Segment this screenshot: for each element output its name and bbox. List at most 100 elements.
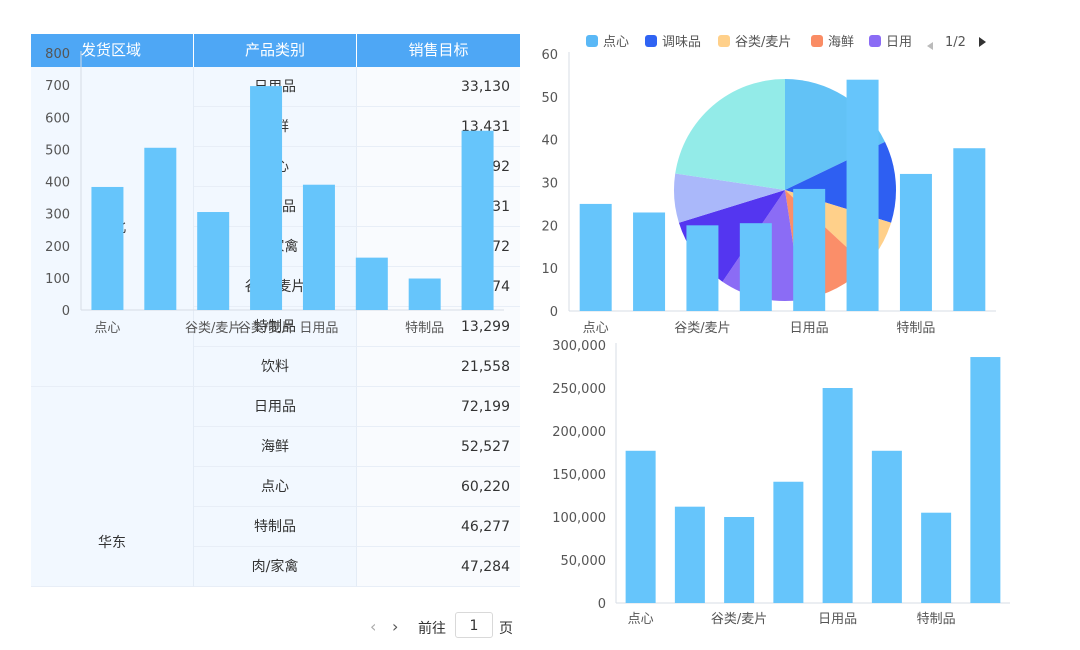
- bar-3: [739, 223, 772, 311]
- category-cell: 特制品: [194, 307, 357, 347]
- y-tick-label: 300,000: [552, 339, 606, 354]
- legend-swatch-2: [718, 35, 730, 47]
- category-cell: 日用品: [194, 387, 357, 427]
- legend-swatch-4: [869, 35, 881, 47]
- bar-0: [625, 450, 656, 603]
- region-label: 华东: [98, 535, 126, 551]
- category-cell: 肉/家禽: [194, 547, 357, 587]
- bar-6: [921, 512, 952, 603]
- legend-swatch-0: [586, 35, 598, 47]
- bar-1: [633, 212, 666, 311]
- target-cell: 46,277: [357, 507, 520, 547]
- bar-1: [144, 147, 177, 310]
- category-cell: 饮料: [194, 347, 357, 387]
- y-tick-label: 0: [62, 304, 70, 319]
- pie-slice-6: [674, 173, 785, 223]
- x-tick-label: 谷类/麦片: [185, 321, 241, 336]
- bar-7: [461, 130, 494, 310]
- x-tick-label: 谷类/麦片: [711, 612, 767, 627]
- y-tick-label: 40: [541, 134, 558, 149]
- y-tick-label: 800: [45, 47, 70, 62]
- bar-6: [408, 278, 441, 310]
- y-tick-label: 200,000: [552, 425, 606, 440]
- y-tick-label: 100,000: [552, 511, 606, 526]
- y-tick-label: 700: [45, 79, 70, 94]
- bar-5: [355, 257, 388, 310]
- pie-slice-0: [785, 79, 886, 190]
- x-tick-label: 特制品: [917, 612, 956, 627]
- legend-next-icon: [979, 37, 986, 47]
- bar-0: [579, 203, 612, 311]
- legend-item: 点心: [603, 35, 629, 50]
- x-tick-label: 日用品: [818, 612, 857, 627]
- category-cell: 特制品: [194, 507, 357, 547]
- bar-7: [970, 357, 1001, 603]
- x-tick-label: 特制品: [896, 321, 935, 336]
- header-region[interactable]: 发货区域: [31, 34, 194, 67]
- bar-7: [953, 148, 986, 311]
- y-tick-label: 50: [541, 91, 558, 106]
- bar-2: [724, 517, 755, 603]
- y-tick-label: 30: [541, 177, 558, 192]
- bar-5: [871, 450, 902, 603]
- y-tick-label: 200: [45, 240, 70, 255]
- y-tick-label: 400: [45, 176, 70, 191]
- pagination: ‹ › 前往 1 页: [370, 612, 520, 642]
- goto-label: 前往: [418, 621, 446, 637]
- page-input[interactable]: 1: [455, 612, 493, 638]
- legend-item: 海鲜: [828, 35, 854, 50]
- bar-4: [793, 188, 826, 311]
- pie-slice-7: [675, 79, 785, 190]
- header-target[interactable]: 销售目标: [357, 34, 520, 67]
- category-cell: 点心: [194, 467, 357, 507]
- target-cell: 47,284: [357, 547, 520, 587]
- bar-5: [846, 79, 879, 311]
- chevron-right-icon[interactable]: ›: [392, 617, 399, 636]
- bar-2: [197, 212, 230, 310]
- category-cell: 海鲜: [194, 427, 357, 467]
- x-tick-label: 点心: [94, 321, 120, 336]
- target-cell: 52,527: [357, 427, 520, 467]
- target-cell: 13,299: [357, 307, 520, 347]
- y-tick-label: 0: [598, 597, 606, 612]
- y-tick-label: 600: [45, 111, 70, 126]
- x-tick-label: 点心: [628, 612, 654, 627]
- y-tick-label: 60: [541, 48, 558, 63]
- x-tick-label: 日用品: [299, 321, 338, 336]
- page-unit: 页: [499, 621, 513, 637]
- region-cell: 华东: [31, 387, 194, 587]
- bar-4: [302, 184, 335, 310]
- header-category[interactable]: 产品类别: [194, 34, 357, 67]
- legend-item: 日用: [886, 35, 912, 50]
- legend-swatch-3: [811, 35, 823, 47]
- legend-swatch-1: [645, 35, 657, 47]
- y-tick-label: 150,000: [552, 468, 606, 483]
- target-cell: 72,199: [357, 387, 520, 427]
- bar-3: [773, 481, 804, 603]
- bar-2: [686, 225, 719, 311]
- bar-3: [250, 86, 283, 311]
- bar-6: [899, 173, 932, 311]
- x-tick-label: 点心: [583, 321, 609, 336]
- y-tick-label: 20: [541, 219, 558, 234]
- legend-page: 1/2: [945, 35, 966, 50]
- y-tick-label: 10: [541, 262, 558, 277]
- bar-0: [91, 186, 124, 310]
- chevron-left-icon[interactable]: ‹: [370, 617, 377, 636]
- bar-4: [822, 388, 853, 603]
- target-cell: 21,558: [357, 347, 520, 387]
- target-cell: 60,220: [357, 467, 520, 507]
- x-tick-label: 日用品: [790, 321, 829, 336]
- y-tick-label: 0: [550, 305, 558, 320]
- x-tick-label: 谷类/麦片: [238, 321, 294, 336]
- x-tick-label: 谷类/麦片: [674, 321, 730, 336]
- target-cell: 33,130: [357, 67, 520, 107]
- y-tick-label: 100: [45, 272, 70, 287]
- legend-item: 调味品: [662, 35, 701, 50]
- bar-1: [674, 506, 705, 603]
- y-tick-label: 500: [45, 143, 70, 158]
- y-tick-label: 50,000: [561, 554, 607, 569]
- y-tick-label: 300: [45, 208, 70, 223]
- y-tick-label: 250,000: [552, 382, 606, 397]
